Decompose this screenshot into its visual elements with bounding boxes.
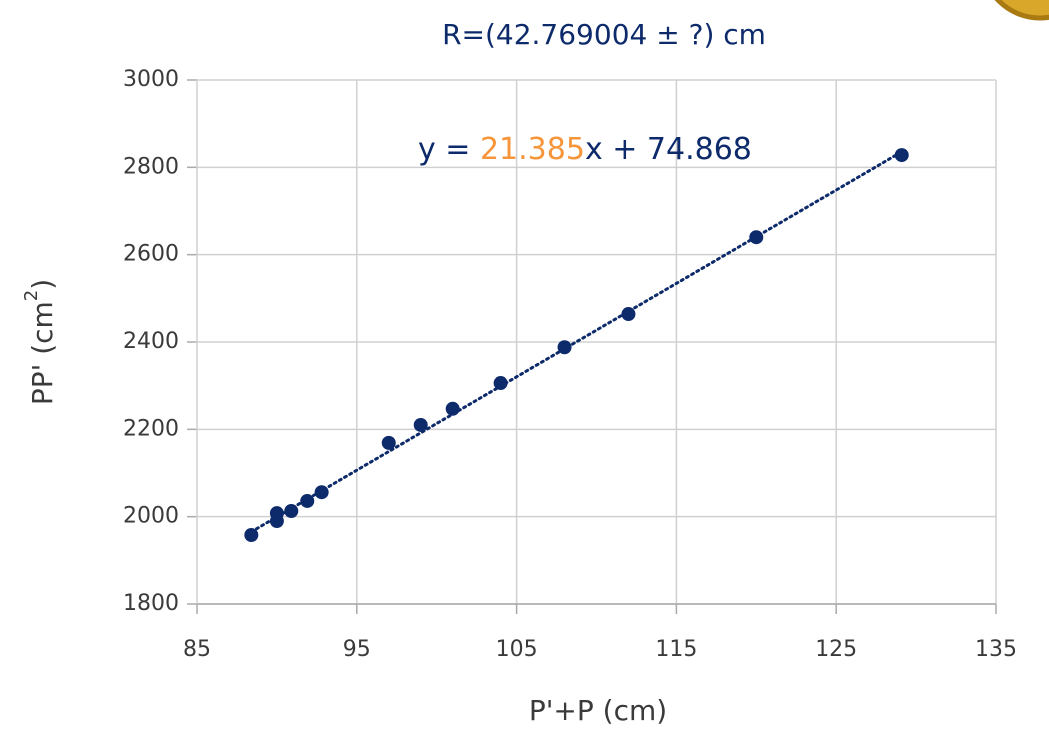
x-tick-label: 85 — [183, 637, 211, 662]
data-point — [493, 376, 508, 391]
x-tick-label: 125 — [815, 637, 857, 662]
y-tick-label: 2200 — [123, 416, 179, 441]
y-tick-label: 2400 — [123, 329, 179, 354]
eq-prefix: y = — [418, 132, 480, 167]
x-tick-label: 95 — [343, 637, 371, 662]
y-axis-label: PP' (cm2) — [21, 279, 59, 405]
data-point — [269, 514, 284, 529]
data-point — [894, 148, 909, 163]
y-label-end: ) — [26, 279, 59, 290]
y-label-sup: 2 — [21, 290, 42, 301]
x-tick-label: 105 — [496, 637, 538, 662]
data-point — [749, 230, 764, 245]
eq-slope: 21.385 — [480, 132, 585, 167]
data-point — [381, 435, 396, 450]
data-point — [621, 307, 636, 322]
x-axis-label: P'+P (cm) — [529, 694, 667, 727]
y-tick-label: 1800 — [123, 591, 179, 616]
eq-intercept: 74.868 — [647, 132, 752, 167]
x-tick-label: 135 — [975, 637, 1017, 662]
data-point — [300, 493, 315, 508]
grid: 1800 2000 2200 2400 2600 2800 3000 85 95 105 115 12… — [123, 67, 1017, 662]
chart-title: R=(42.769004 ± ?) cm — [442, 18, 766, 51]
data-point — [314, 485, 329, 500]
y-tick-label: 2600 — [123, 242, 179, 267]
eq-middle: x + — [585, 132, 647, 167]
x-tick-label: 115 — [655, 637, 697, 662]
trend-equation: y = 21.385x + 74.868 — [418, 132, 752, 167]
data-point — [557, 340, 572, 355]
data-point — [413, 417, 428, 432]
data-point — [445, 401, 460, 416]
data-point — [284, 503, 299, 518]
marks — [244, 148, 909, 543]
y-tick-label: 2000 — [123, 504, 179, 529]
data-point — [244, 528, 259, 543]
trend-line — [249, 150, 904, 534]
y-tick-label: 3000 — [123, 67, 179, 92]
y-tick-label: 2800 — [123, 154, 179, 179]
coin-image — [994, 0, 1049, 21]
y-label-base: PP' (cm — [26, 301, 59, 405]
